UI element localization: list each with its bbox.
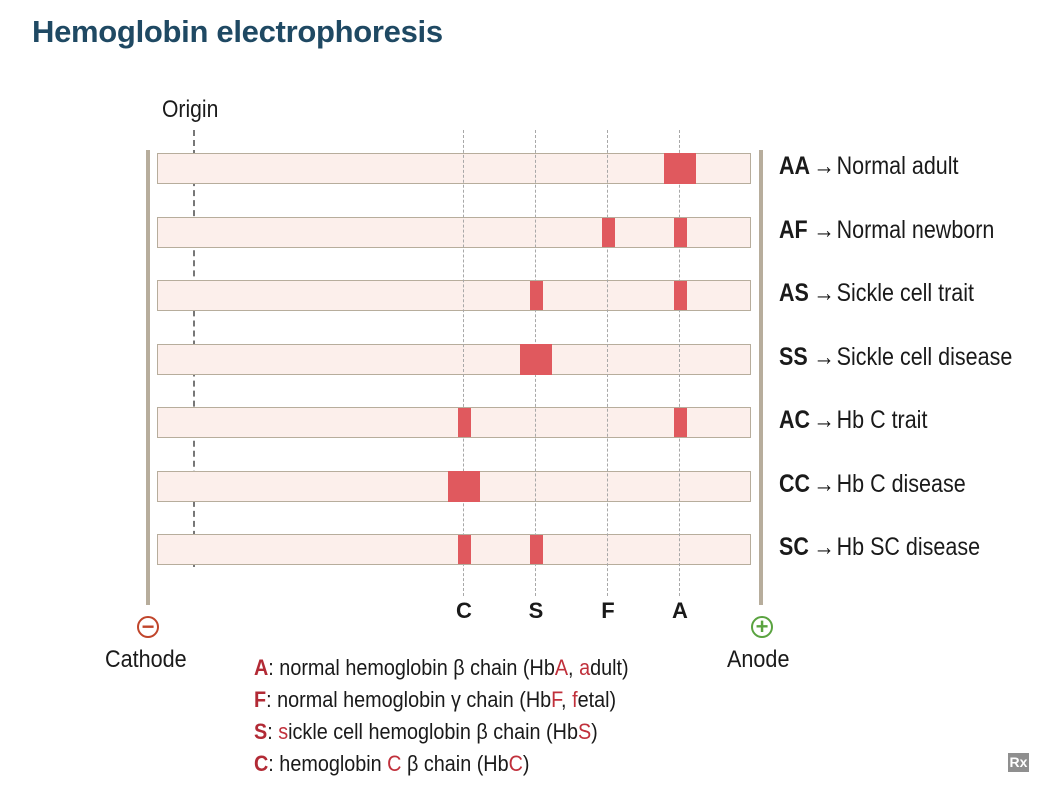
lane-description: Normal newborn [836,215,995,244]
band-sc-s [529,535,543,564]
band-sc-c [457,535,471,564]
legend-text: etal) [577,687,617,712]
band-af-a [673,217,687,247]
guide-line-a [679,130,680,596]
band-as-s [529,281,543,310]
position-label-s: S [528,598,544,623]
lane-track-as [157,280,751,311]
lane-track-af [157,216,751,248]
cathode-minus-icon: − [137,616,159,638]
legend-highlight: a [579,655,591,680]
lane-code: CC [779,469,811,498]
guide-line-c [463,130,464,596]
arrow-icon: → [813,406,835,434]
band-ac-a [673,408,687,437]
legend-text: : [267,719,279,744]
band-as-a [673,281,687,310]
lane-label: SC →Hb SC disease [779,533,980,562]
arrow-icon: → [813,215,835,244]
legend-text: , [561,687,573,712]
lane-description: Hb C trait [836,406,928,434]
legend-highlight: F [551,687,562,712]
lane-code: SS [779,342,808,371]
band-aa-a [664,153,696,184]
legend-text: β chain (Hb [401,751,509,776]
lane-code: AC [779,406,811,434]
legend-text: ) [591,719,598,744]
lane-label: CC →Hb C disease [779,470,966,499]
legend-highlight: f [572,687,578,712]
anode-bar [759,150,763,605]
cathode-bar [146,150,150,605]
lane-label: AF →Normal newborn [779,216,994,245]
legend-row: C: hemoglobin C β chain (HbC) [254,748,629,780]
rx-logo-icon: Rx [1008,753,1029,772]
guide-line-f [607,130,608,596]
legend-key: A [254,655,269,680]
legend-highlight: C [508,751,523,776]
lane-code: AF [779,215,808,244]
band-cc-c [448,470,480,502]
legend-text: ickle cell hemoglobin β chain (Hb [288,719,578,744]
lane-code: AS [779,279,809,307]
lane-description: Sickle cell trait [836,279,975,307]
lane-track-ss [157,343,751,375]
legend-highlight: C [387,751,402,776]
legend-text: : hemoglobin [268,751,388,776]
legend-highlight: s [278,719,289,744]
lane-label: AS →Sickle cell trait [779,279,974,308]
arrow-icon: → [813,279,835,307]
position-label-c: C [456,598,472,623]
legend-row: A: normal hemoglobin β chain (HbA, adult… [254,652,629,684]
legend-key: S [254,719,268,744]
legend-text: ) [522,751,530,776]
cathode-label: Cathode [105,646,187,673]
arrow-icon: → [813,469,835,498]
band-ss-s [520,343,552,375]
arrow-icon: → [813,342,835,371]
lane-code: AA [779,152,811,180]
legend-row: F: normal hemoglobin γ chain (HbF, fetal… [254,684,629,716]
position-label-f: F [601,598,615,623]
legend-key: F [254,687,267,712]
lane-description: Hb SC disease [836,533,981,561]
lane-code: SC [779,533,809,561]
band-ac-c [457,408,471,437]
band-af-f [601,217,615,247]
legend-row: S: sickle cell hemoglobin β chain (HbS) [254,716,629,748]
lane-track-aa [157,153,751,184]
legend-key: C [254,751,269,776]
lane-track-sc [157,534,751,565]
legend-text: dult) [590,655,629,680]
arrow-icon: → [813,152,835,180]
lane-description: Normal adult [836,152,959,180]
legend: A: normal hemoglobin β chain (HbA, adult… [254,652,629,780]
anode-label: Anode [727,646,790,673]
position-label-a: A [672,598,688,623]
page-title: Hemoglobin electrophoresis [32,14,443,49]
legend-text: , [568,655,580,680]
lane-label: AC →Hb C trait [779,406,927,435]
lane-label: SS →Sickle cell disease [779,343,1012,372]
lane-description: Sickle cell disease [836,342,1013,371]
anode-plus-icon: + [751,616,773,638]
arrow-icon: → [813,533,835,561]
lane-label: AA →Normal adult [779,152,959,181]
lane-track-ac [157,407,751,438]
legend-highlight: A [554,655,569,680]
lane-description: Hb C disease [836,469,966,498]
legend-highlight: S [577,719,592,744]
legend-text: : normal hemoglobin β chain (Hb [268,655,555,680]
legend-text: : normal hemoglobin γ chain (Hb [266,687,552,712]
origin-label: Origin [162,96,219,123]
